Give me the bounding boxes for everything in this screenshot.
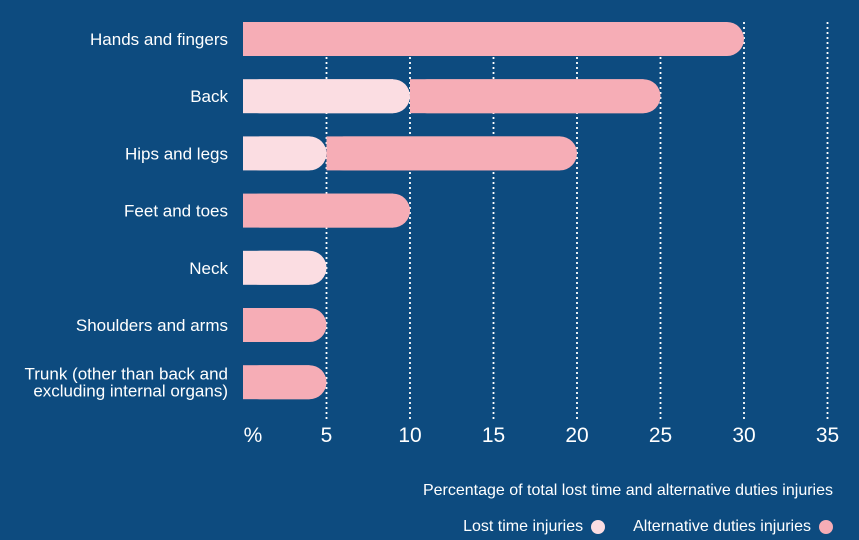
category-label: Trunk (other than back and	[25, 365, 229, 384]
legend: Lost time injuries Alternative duties in…	[0, 518, 833, 536]
x-tick-label-20: 20	[565, 424, 588, 447]
category-label: Neck	[189, 259, 228, 278]
bar-lost-time-5	[243, 250, 327, 285]
legend-label-alternative-duties: Alternative duties injuries	[633, 518, 811, 535]
category-label: excluding internal organs)	[33, 382, 228, 401]
x-tick-label-25: 25	[649, 424, 672, 447]
category-labels: Hands and fingers Back Hips and legs Feet a…	[25, 30, 229, 401]
x-tick-label-30: 30	[732, 424, 755, 447]
x-tick-label-5: 5	[321, 424, 333, 447]
category-label: Hands and fingers	[90, 30, 228, 49]
x-tick-label-10: 10	[398, 424, 421, 447]
bar-lost-time-3	[243, 136, 327, 171]
x-tick-label-35: 35	[816, 424, 839, 447]
x-axis-label: Percentage of total lost time and altern…	[422, 482, 833, 499]
bar-chart: Hands and fingers Back Hips and legs Feet a…	[25, 22, 840, 447]
bar-alternative-duties-3	[326, 136, 577, 171]
category-label: Feet and toes	[124, 202, 228, 221]
bar-lost-time-2	[243, 79, 410, 114]
legend-label-lost-time: Lost time injuries	[463, 518, 584, 535]
bar-alternative-duties-7	[243, 365, 327, 400]
bar-alternative-duties-6	[243, 308, 327, 342]
bars	[243, 22, 744, 400]
legend-swatch-alternative-duties	[819, 520, 833, 534]
bar-alternative-duties-4	[243, 193, 410, 228]
x-tick-label-percent: %	[244, 424, 263, 447]
legend-item-lost-time: Lost time injuries	[463, 518, 606, 536]
category-label: Hips and legs	[125, 144, 228, 163]
bar-alternative-duties-1	[243, 22, 744, 56]
x-tick-labels: % 5 10 15 20 25 30 35	[244, 424, 840, 447]
legend-item-alternative-duties: Alternative duties injuries	[633, 518, 833, 536]
x-tick-label-15: 15	[482, 424, 505, 447]
category-label: Back	[190, 87, 228, 106]
legend-swatch-lost-time	[591, 520, 606, 534]
category-label: Shoulders and arms	[76, 316, 228, 335]
bar-alternative-duties-2	[410, 79, 661, 114]
